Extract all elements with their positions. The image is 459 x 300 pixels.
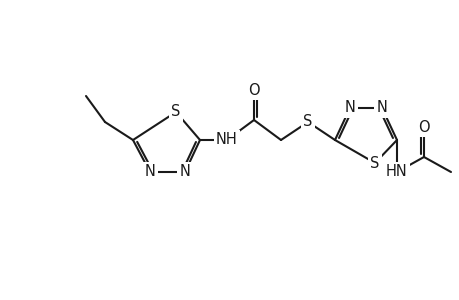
Text: S: S [171,104,180,119]
Text: N: N [344,100,355,116]
Text: S: S [302,115,312,130]
Text: N: N [144,164,155,179]
Text: O: O [417,119,429,134]
Text: O: O [248,82,259,98]
Text: N: N [179,164,190,179]
Text: S: S [369,155,379,170]
Text: N: N [376,100,386,116]
Text: NH: NH [216,133,237,148]
Text: HN: HN [385,164,407,179]
